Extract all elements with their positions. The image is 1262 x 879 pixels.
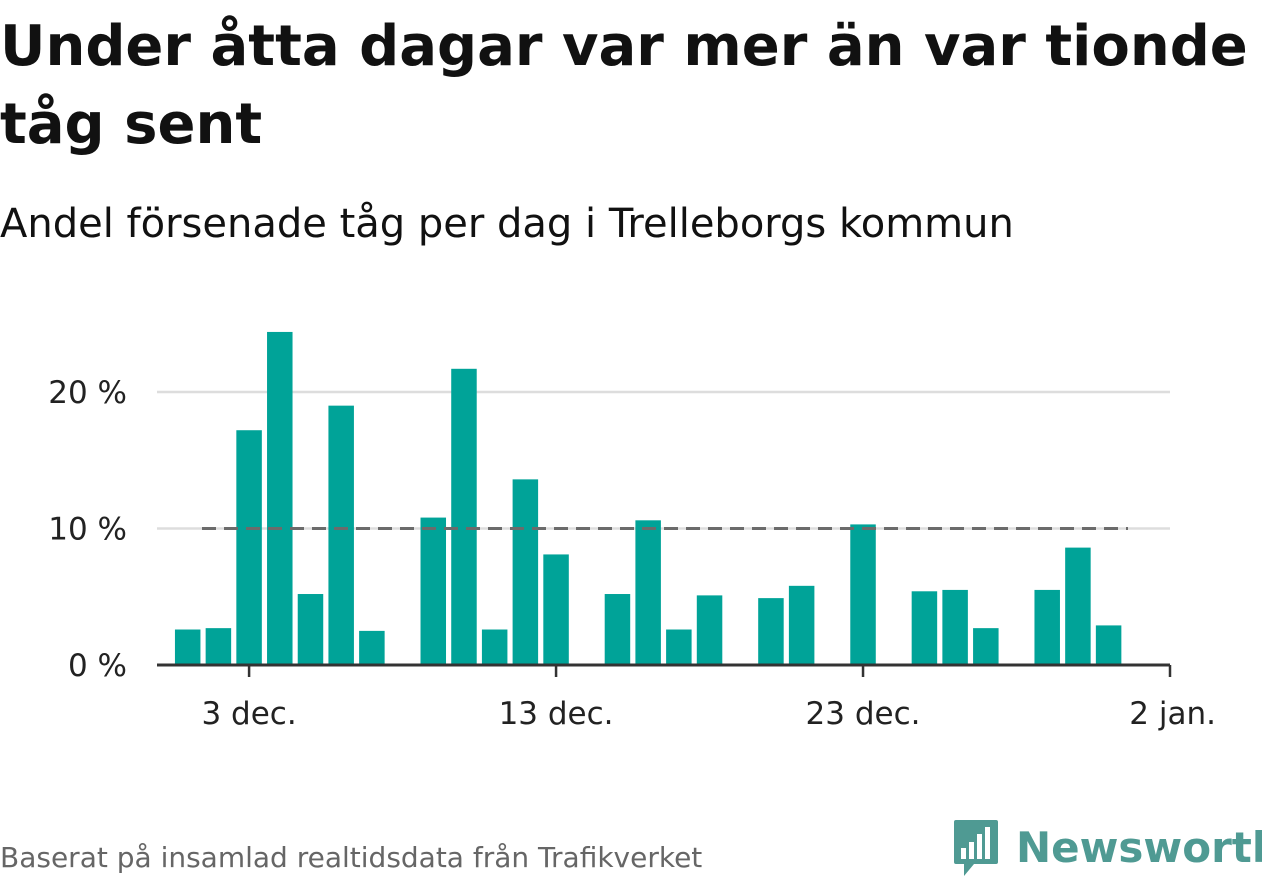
- bar: [635, 520, 661, 665]
- chart-title: Under åtta dagar var mer än var tionde t…: [0, 14, 1248, 157]
- brand-logo: Newsworthy: [952, 818, 1262, 878]
- axes: 0 % 10 % 20 % 3 dec. 13 dec. 23 dec. 2 jan.: [48, 375, 1216, 732]
- bars: [174, 331, 1122, 666]
- x-tick-label: 13 dec.: [499, 696, 614, 732]
- y-tick-label: 20 %: [48, 375, 127, 411]
- bar: [911, 591, 938, 665]
- bar: [1095, 625, 1122, 665]
- brand-name: Newsworthy: [1016, 823, 1262, 872]
- newsworthy-logo-icon: [954, 820, 998, 876]
- grid-lines: [157, 390, 1170, 530]
- x-tick-label: 2 jan.: [1129, 696, 1216, 732]
- bar: [604, 594, 631, 665]
- bar: [481, 629, 508, 665]
- bar: [666, 629, 692, 665]
- bar: [758, 598, 784, 665]
- bar: [451, 368, 477, 665]
- bar: [973, 628, 999, 665]
- bar: [267, 331, 293, 665]
- source-note: Baserat på insamlad realtidsdata från Tr…: [0, 841, 703, 874]
- x-tick-label: 3 dec.: [201, 696, 296, 732]
- bar: [236, 430, 262, 665]
- bar: [1065, 547, 1091, 665]
- bar: [420, 517, 447, 665]
- bar: [942, 589, 968, 665]
- bar: [359, 630, 385, 666]
- bar: [297, 594, 324, 665]
- bar: [850, 524, 876, 665]
- bar: [1034, 589, 1060, 665]
- bar: [696, 595, 723, 665]
- bar: [788, 585, 815, 665]
- bar: [205, 628, 232, 665]
- bar: [328, 405, 354, 665]
- y-tick-label: 10 %: [48, 512, 127, 548]
- bar: [512, 479, 539, 665]
- bar: [543, 554, 569, 665]
- x-tick-label: 23 dec.: [806, 696, 921, 732]
- y-tick-label: 0 %: [68, 648, 127, 684]
- bar: [174, 629, 201, 665]
- chart-subtitle: Andel försenade tåg per dag i Trelleborg…: [0, 201, 1014, 247]
